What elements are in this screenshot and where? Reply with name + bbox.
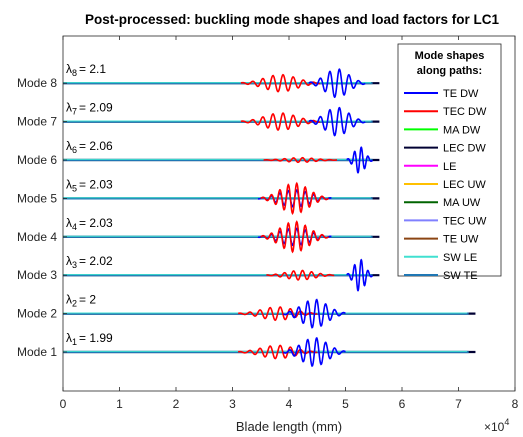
- legend-entry-label: TE DW: [443, 88, 479, 100]
- lambda-symbol: λ: [66, 177, 72, 191]
- lambda-value: = 2: [79, 293, 96, 307]
- lambda-subscript: 8: [72, 68, 77, 78]
- x-axis-label: Blade length (mm): [236, 419, 342, 434]
- load-factor-label: λ2 = 2: [66, 293, 96, 309]
- lambda-value: = 2.02: [79, 254, 113, 268]
- lambda-subscript: 5: [72, 183, 77, 193]
- legend: Mode shapes along paths: TE DW TEC DW MA DW L…: [397, 43, 502, 282]
- mode-shape-wave: [238, 306, 318, 322]
- y-tick-label: Mode 2: [17, 307, 57, 321]
- legend-title: Mode shapes: [415, 50, 485, 62]
- mode-shape-wave: [282, 336, 346, 368]
- lambda-symbol: λ: [66, 293, 72, 307]
- x-tick-label: 8: [512, 397, 519, 411]
- lambda-subscript: 3: [72, 260, 77, 270]
- lambda-subscript: 1: [72, 337, 77, 347]
- x-axis-exponent-base: ×10: [484, 420, 505, 434]
- load-factor-label: λ5 = 2.03: [66, 177, 113, 193]
- y-tick-label: Mode 7: [17, 115, 57, 129]
- x-tick-label: 0: [60, 397, 67, 411]
- mode-shape-wave: [346, 146, 374, 174]
- mode-shape-wave: [266, 269, 335, 281]
- lambda-value: = 2.03: [79, 216, 113, 230]
- legend-entry-label: LEC UW: [443, 179, 486, 191]
- lambda-value: = 2.03: [79, 177, 113, 191]
- mode-shape-wave: [308, 106, 366, 137]
- load-factor-label: λ3 = 2.02: [66, 254, 113, 270]
- x-axis-exponent-power: 4: [504, 417, 509, 427]
- mode-shape-wave: [238, 344, 318, 360]
- lambda-symbol: λ: [66, 254, 72, 268]
- lambda-value: = 2.1: [79, 62, 106, 76]
- mode-shape-wave: [260, 220, 329, 254]
- legend-entry-label: MA UW: [443, 197, 481, 209]
- lambda-value: = 2.09: [79, 101, 113, 115]
- lambda-subscript: 2: [72, 299, 77, 309]
- load-factor-label: λ4 = 2.03: [66, 216, 113, 232]
- legend-entry-label: MA DW: [443, 124, 481, 136]
- lambda-subscript: 7: [72, 107, 77, 117]
- x-tick-label: 2: [173, 397, 180, 411]
- lambda-symbol: λ: [66, 216, 72, 230]
- chart-title: Post-processed: buckling mode shapes and…: [85, 12, 500, 27]
- y-axis: Mode 1 Mode 2 Mode 3 Mode 4 Mode 5 Mode 6 Mode…: [17, 76, 67, 359]
- lambda-value: = 1.99: [79, 331, 113, 345]
- legend-title: along paths:: [417, 65, 482, 77]
- x-tick-label: 4: [286, 397, 293, 411]
- load-factor-label: λ1 = 1.99: [66, 331, 113, 347]
- lambda-subscript: 4: [72, 222, 77, 232]
- x-tick-label: 7: [455, 397, 462, 411]
- mode-shape-wave: [346, 258, 374, 292]
- mode-shape-wave: [308, 68, 366, 99]
- x-tick-label: 5: [342, 397, 349, 411]
- x-axis-exponent: ×104: [484, 417, 509, 434]
- mode-shape-wave: [260, 181, 329, 216]
- mode-shape-wave: [240, 112, 321, 132]
- lambda-symbol: λ: [66, 101, 72, 115]
- x-tick-label: 1: [116, 397, 123, 411]
- lambda-value: = 2.06: [79, 139, 113, 153]
- legend-entry-label: LEC DW: [443, 143, 486, 155]
- load-factor-label: λ8 = 2.1: [66, 62, 106, 78]
- y-tick-label: Mode 3: [17, 268, 57, 282]
- mode-shape-wave: [263, 156, 338, 164]
- y-tick-label: Mode 8: [17, 76, 57, 90]
- legend-entry-label: TE UW: [443, 234, 479, 246]
- y-tick-label: Mode 6: [17, 153, 57, 167]
- x-tick-label: 3: [229, 397, 236, 411]
- lambda-symbol: λ: [66, 331, 72, 345]
- legend-box: [397, 43, 502, 277]
- x-axis: 0 1 2 3 4 5 6 7 8: [60, 36, 519, 411]
- legend-entry-label: LE: [443, 161, 456, 173]
- x-tick-label: 6: [399, 397, 406, 411]
- legend-entry-label: SW TE: [443, 270, 478, 282]
- lambda-symbol: λ: [66, 62, 72, 76]
- mode-shape-wave: [282, 298, 346, 329]
- load-factor-label: λ6 = 2.06: [66, 139, 113, 155]
- lambda-subscript: 6: [72, 145, 77, 155]
- load-factor-label: λ7 = 2.09: [66, 101, 113, 117]
- mode-shape-lines: [63, 68, 476, 368]
- legend-entry-label: SW LE: [443, 252, 477, 264]
- y-tick-label: Mode 5: [17, 191, 57, 205]
- y-tick-label: Mode 4: [17, 230, 57, 244]
- legend-entry-label: TEC UW: [443, 215, 487, 227]
- y-tick-label: Mode 1: [17, 345, 57, 359]
- mode-shape-wave: [240, 73, 321, 93]
- legend-entry-label: TEC DW: [443, 106, 487, 118]
- lambda-symbol: λ: [66, 139, 72, 153]
